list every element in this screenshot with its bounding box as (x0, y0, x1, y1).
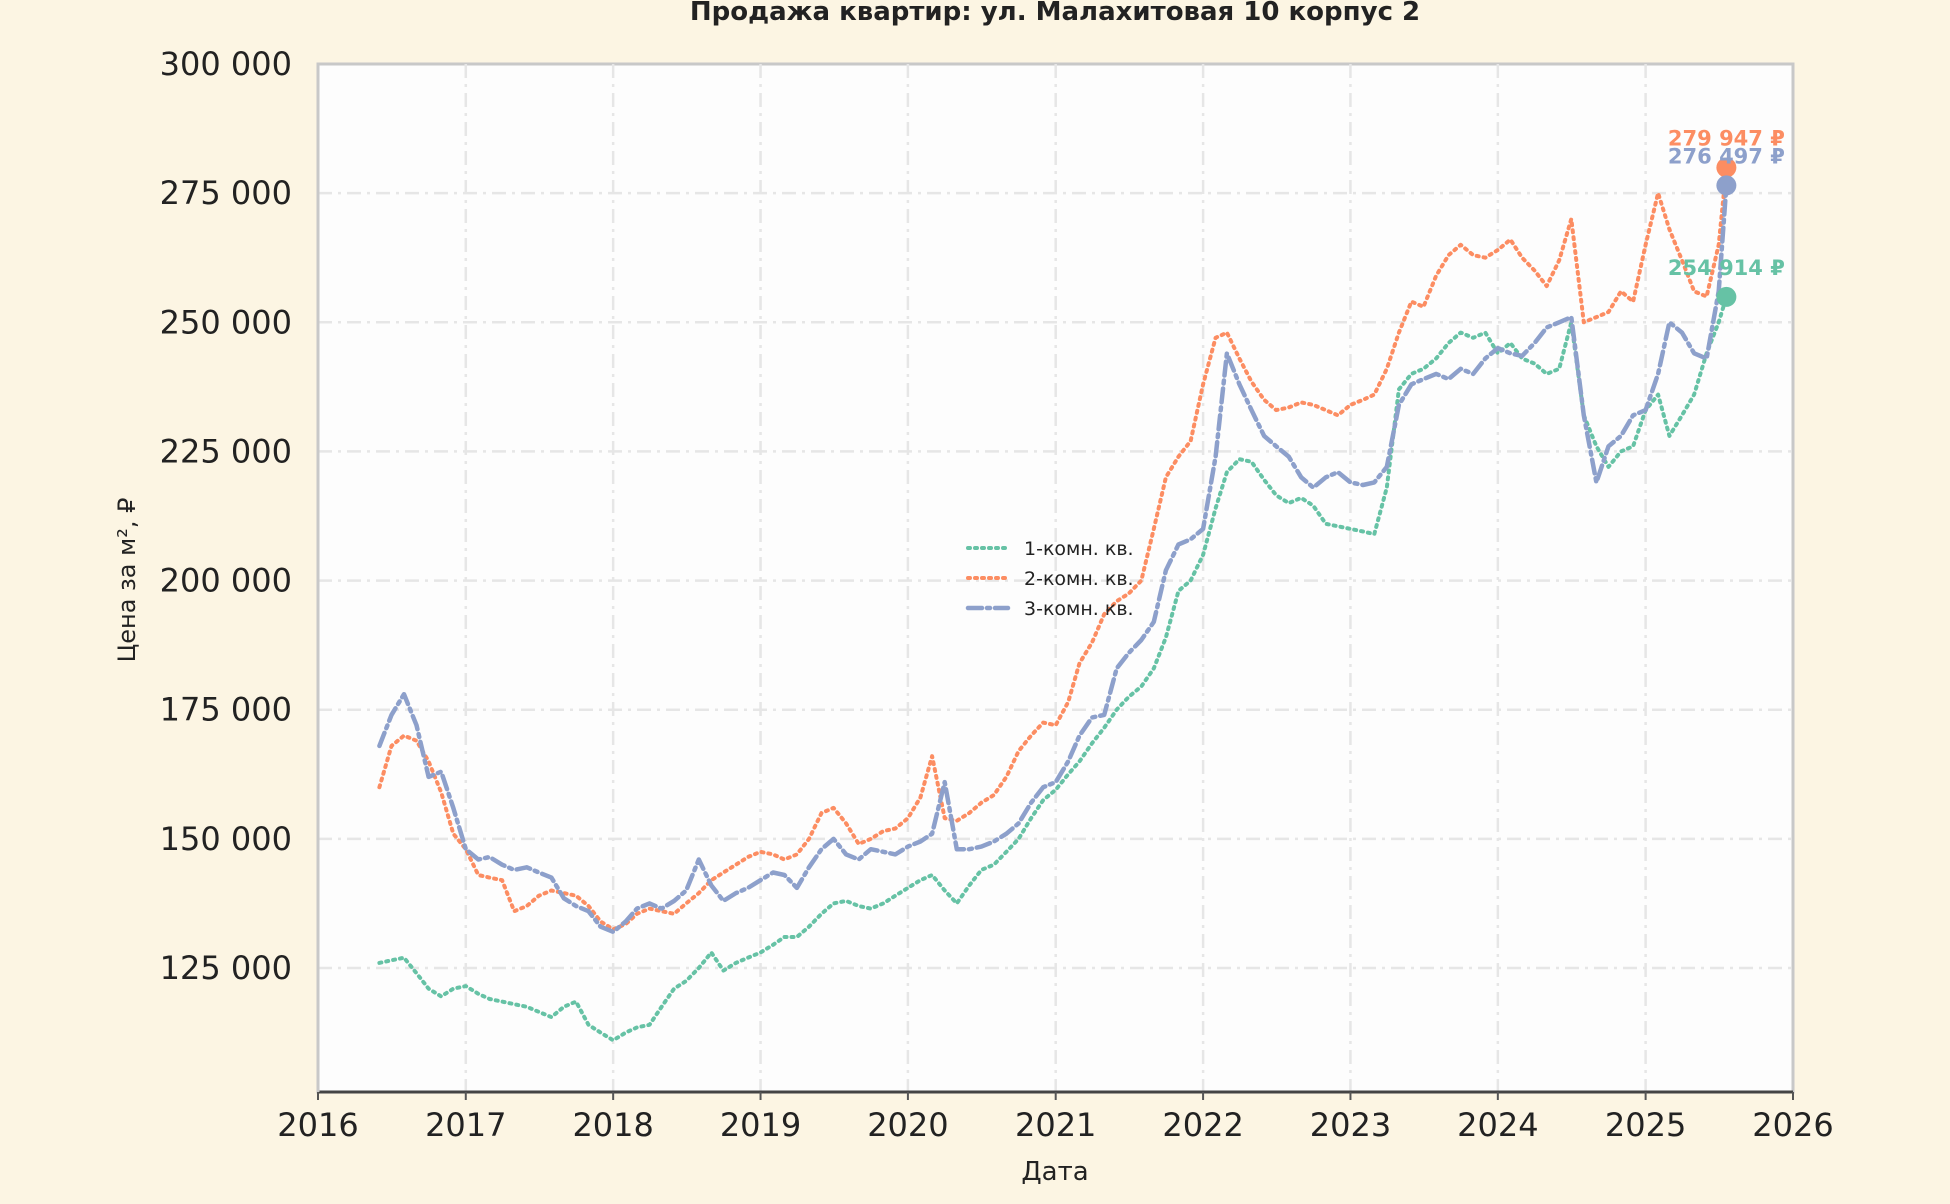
y-tick-label: 150 000 (160, 820, 292, 858)
legend-label-1: 1-комн. кв. (1024, 538, 1134, 560)
x-tick-label: 2021 (1015, 1106, 1096, 1144)
x-tick-label: 2026 (1752, 1106, 1833, 1144)
tick-labels: 2016 2017 2018 2019 2020 2021 2022 2023 2024 2025… (160, 45, 1834, 1144)
x-tick-label: 2025 (1605, 1106, 1686, 1144)
y-tick-label: 175 000 (160, 691, 292, 729)
end-marker-1 (1716, 286, 1737, 307)
legend: 1-комн. кв. 2-комн. кв. 3-комн. кв. (965, 538, 1134, 620)
x-tick-label: 2016 (277, 1106, 358, 1144)
y-tick-label: 200 000 (160, 562, 292, 600)
end-marker-2 (1716, 157, 1737, 178)
legend-label-3: 3-комн. кв. (1024, 598, 1134, 620)
end-value-label-1: 254 914 ₽ (1668, 256, 1785, 280)
legend-label-2: 2-комн. кв. (1024, 568, 1134, 590)
x-tick-label: 2023 (1310, 1106, 1391, 1144)
x-tick-label: 2024 (1457, 1106, 1538, 1144)
y-tick-label: 225 000 (160, 432, 292, 470)
x-tick-label: 2019 (720, 1106, 801, 1144)
y-tick-label: 125 000 (160, 949, 292, 987)
end-markers: 254 914 ₽ 279 947 ₽276 497 ₽ (1668, 127, 1785, 307)
x-tick-label: 2018 (572, 1106, 653, 1144)
y-tick-label: 275 000 (160, 174, 292, 212)
end-value-label-3: 276 497 ₽ (1668, 144, 1785, 168)
y-tick-label: 250 000 (160, 303, 292, 341)
y-axis-label: Цена за м², ₽ (113, 498, 141, 663)
end-value-label-2: 279 947 ₽ (1668, 127, 1785, 151)
series-line-1 (377, 294, 1729, 1043)
chart-title: Продажа квартир: ул. Малахитовая 10 корп… (690, 0, 1420, 27)
y-tick-label: 300 000 (160, 45, 292, 83)
series-layer (377, 165, 1729, 1043)
series-line-3 (377, 183, 1729, 935)
grid (318, 64, 1793, 1092)
x-axis-label: Дата (1021, 1157, 1088, 1187)
end-marker-3 (1716, 175, 1737, 196)
x-tick-label: 2020 (867, 1106, 948, 1144)
x-tick-label: 2022 (1162, 1106, 1243, 1144)
series-line-2 (377, 165, 1729, 932)
x-tick-label: 2017 (425, 1106, 506, 1144)
